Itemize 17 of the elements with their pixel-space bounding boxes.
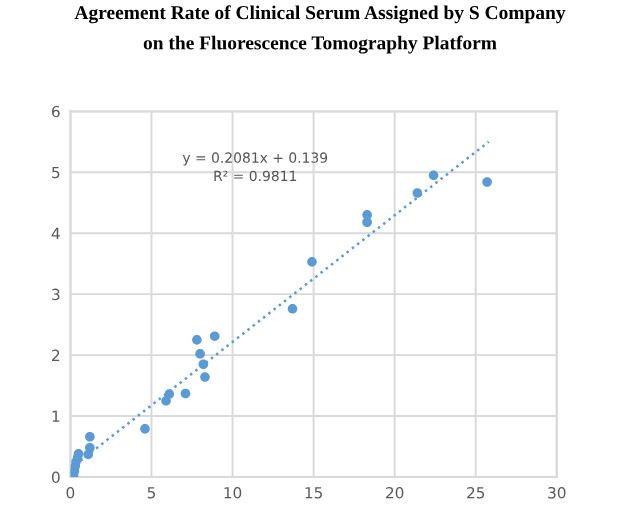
point: [140, 424, 150, 434]
point: [307, 257, 317, 267]
point: [200, 372, 210, 382]
point: [482, 177, 492, 187]
point: [287, 303, 298, 314]
point: [362, 210, 372, 220]
point: [198, 359, 209, 370]
point: [85, 431, 95, 442]
point: [412, 188, 423, 198]
point: [164, 389, 175, 399]
point: [209, 331, 220, 342]
point: [180, 388, 191, 399]
point: [85, 442, 95, 453]
point: [428, 170, 439, 181]
chart-title: Agreement Rate of Clinical Serum Assigned by S Company on the Fluorescence Tomography Platform: [74, 5, 566, 54]
point: [192, 335, 202, 345]
point: [195, 349, 205, 359]
